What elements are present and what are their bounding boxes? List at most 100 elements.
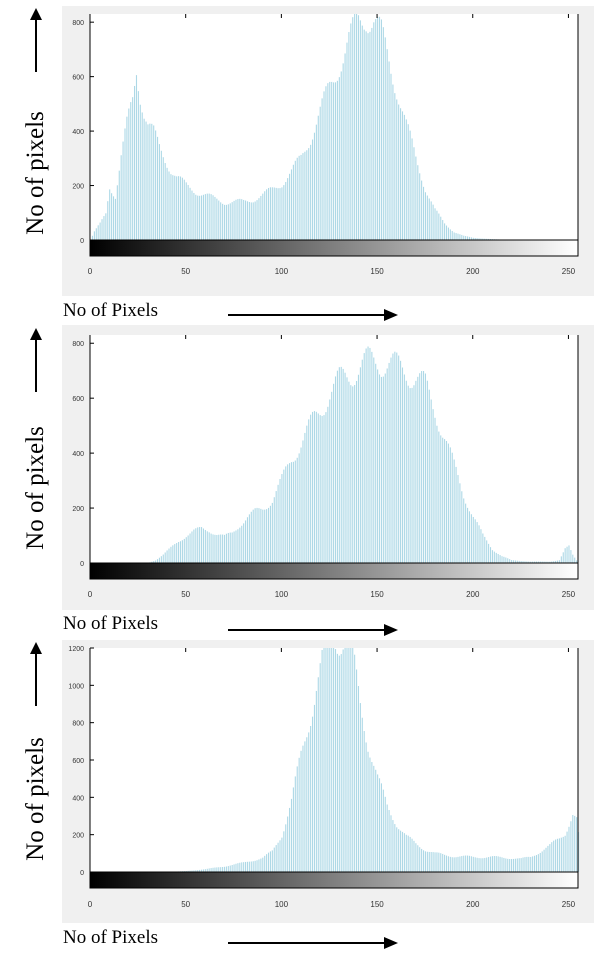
histogram-bar [446,226,447,240]
histogram-bar [337,654,338,872]
histogram-bar [341,71,342,240]
y-tick-label: 800 [72,20,84,27]
histogram-bar [404,115,405,240]
histogram-bar [563,837,564,872]
histogram-bar [570,550,571,563]
histogram-bar [312,412,313,563]
histogram-bar [463,856,464,872]
histogram-bar [400,361,401,563]
x-tick-label: 100 [275,590,289,599]
histogram-bar [429,852,430,872]
histogram-bar [396,827,397,872]
histogram-bar [331,392,332,563]
x-tick-label: 100 [275,267,289,276]
histogram-bar [484,537,485,563]
histogram-bar [165,163,166,240]
histogram-bar [126,117,127,240]
histogram-bar [486,540,487,563]
histogram-bar [264,510,265,563]
y-axis-arrow-2 [28,328,44,394]
histogram-bar [276,845,277,872]
histogram-bar [446,441,447,563]
histogram-bar [256,860,257,872]
histogram-bar [266,854,267,872]
histogram-bar [354,14,355,240]
x-tick-label: 150 [370,900,384,909]
histogram-bar [408,386,409,563]
histogram-bar [404,833,405,872]
y-tick-label: 800 [72,341,84,348]
histogram-bar [222,535,223,563]
histogram-bar [425,851,426,872]
y-tick-label: 200 [72,833,84,840]
histogram-bar [241,862,242,872]
histogram-bar [433,852,434,872]
histogram-bar [157,137,158,240]
histogram-bar [155,130,156,240]
histogram-bar [390,815,391,872]
histogram-bar [337,371,338,563]
histogram-bar [471,514,472,563]
histogram-bar [568,545,569,563]
histogram-bar [251,512,252,563]
histogram-bar [278,843,279,872]
histogram-bar [339,77,340,240]
histogram-bar [224,867,225,872]
histogram-bar [440,853,441,872]
histogram-bar [442,220,443,240]
histogram-bar [404,375,405,563]
histogram-bar [197,196,198,240]
histogram-bar [306,150,307,240]
histogram-bar [144,119,145,240]
histogram-bar [498,554,499,563]
histogram-bar [480,858,481,872]
histogram-bar [212,534,213,563]
histogram-bar [113,196,114,240]
histogram-bar [302,746,303,872]
histogram-bar [450,447,451,563]
histogram-bar [436,426,437,563]
histogram-bar [356,381,357,563]
histogram-bar [356,670,357,872]
histogram-bar [299,453,300,563]
grayscale-colorbar [90,872,578,888]
histogram-bar [301,448,302,564]
histogram-bar [230,533,231,563]
histogram-bar [291,799,292,872]
histogram-bar [410,837,411,872]
histogram-bar [429,390,430,563]
histogram-bar [473,857,474,872]
histogram-bar [346,43,347,240]
histogram-bar [352,386,353,563]
histogram-bar [507,859,508,872]
histogram-bar [207,531,208,563]
histogram-bar [333,384,334,563]
histogram-bar [477,522,478,563]
histogram-bar [440,435,441,563]
histogram-bar [379,778,380,872]
histogram-bar [320,663,321,872]
histogram-bar [538,854,539,872]
histogram-bar [545,848,546,872]
histogram-bar [234,864,235,872]
y-tick-label: 1000 [68,683,84,690]
histogram-bar [385,374,386,563]
histogram-bar [454,857,455,872]
histogram-bar [450,857,451,872]
histogram-bar [134,86,135,240]
histogram-bar [289,174,290,240]
histogram-bar [214,535,215,563]
histogram-bar [402,111,403,240]
histogram-bar [268,508,269,563]
histogram-bar [417,165,418,240]
histogram-bar [371,28,372,240]
histogram-bar [383,790,384,872]
histogram-bar [452,857,453,872]
histogram-bar [304,433,305,563]
histogram-bar [450,229,451,240]
histogram-bar [366,31,367,240]
histogram-bar [274,497,275,563]
y-tick-label: 400 [72,451,84,458]
histogram-bar [367,347,368,564]
